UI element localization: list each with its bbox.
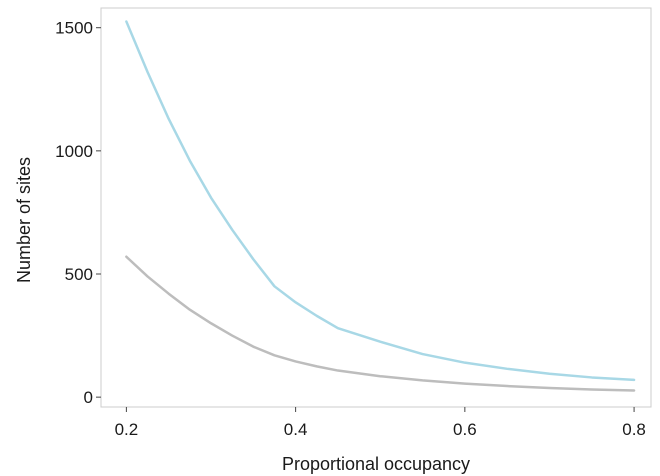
x-axis-ticks: 0.2 0.4 0.6 0.8 [115,407,646,439]
y-tick-label: 1000 [55,142,93,161]
series-line-1 [125,20,636,382]
x-tick-label: 0.8 [622,420,646,439]
plot-panel [100,7,652,408]
y-tick-label: 500 [65,265,93,284]
series-layer [125,20,636,392]
y-tick-label: 1500 [55,19,93,38]
y-axis-ticks: 0 500 1000 1500 [55,19,101,407]
x-tick-label: 0.2 [115,420,139,439]
x-tick-label: 0.6 [453,420,477,439]
x-tick-label: 0.4 [284,420,308,439]
y-tick-label: 0 [84,388,93,407]
series-line-2 [125,255,636,392]
y-axis-label: Number of sites [14,157,34,283]
x-axis-label: Proportional occupancy [282,454,470,474]
